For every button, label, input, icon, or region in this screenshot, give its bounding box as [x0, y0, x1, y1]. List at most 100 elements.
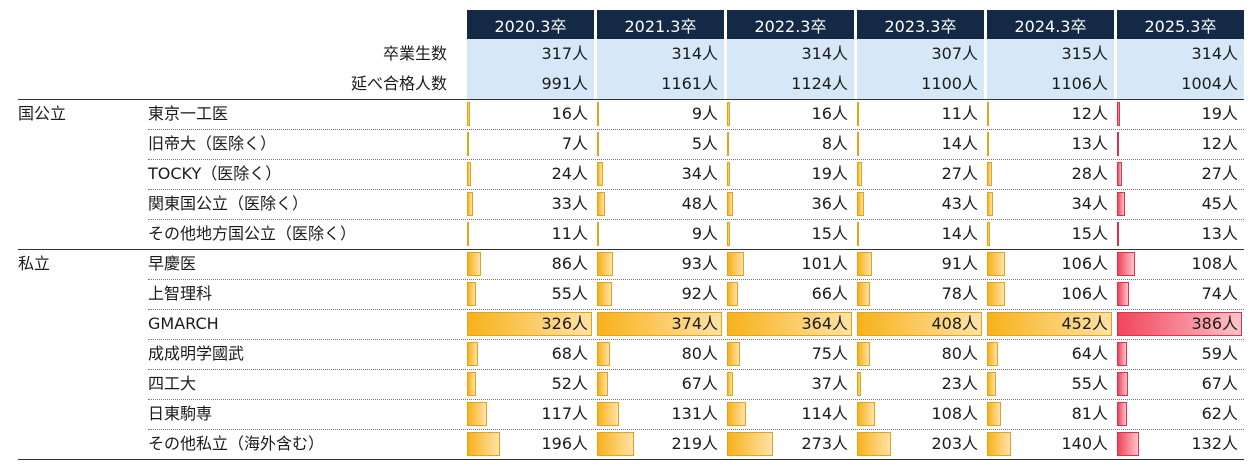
bar-gold	[727, 402, 746, 426]
value-label: 203人	[931, 434, 978, 453]
value-label: 27人	[1201, 164, 1238, 183]
value-label: 13人	[1071, 134, 1108, 153]
bar-red	[1117, 102, 1120, 126]
bar-red	[1117, 312, 1242, 336]
bar-gold	[467, 162, 471, 186]
value-label: 452人	[1061, 314, 1108, 333]
bar-red	[1117, 402, 1127, 426]
bar-gold	[467, 282, 476, 306]
value-label: 13人	[1201, 224, 1238, 243]
value-label: 131人	[671, 404, 718, 423]
summary-value: 314人	[597, 39, 724, 69]
value-label: 101人	[801, 254, 848, 273]
value-label: 140人	[1061, 434, 1108, 453]
bar-gold	[857, 132, 859, 156]
group-divider	[18, 99, 1244, 100]
year-header: 2024.3卒	[987, 10, 1114, 39]
value-label: 108人	[1191, 254, 1238, 273]
bar-gold	[597, 402, 619, 426]
value-label: 386人	[1191, 314, 1238, 333]
value-label: 364人	[801, 314, 848, 333]
bar-gold	[467, 372, 476, 396]
column-gap	[984, 39, 987, 99]
summary-value: 1100人	[857, 69, 984, 99]
group-label: 私立	[18, 254, 51, 273]
bar-gold	[857, 222, 859, 246]
value-label: 78人	[941, 284, 978, 303]
row-label: 東京一工医	[148, 104, 229, 123]
summary-value: 1124人	[727, 69, 854, 99]
bar-gold	[987, 192, 993, 216]
bar-gold	[727, 192, 733, 216]
bar-gold	[857, 432, 891, 456]
value-label: 81人	[1071, 404, 1108, 423]
value-label: 114人	[801, 404, 848, 423]
value-label: 59人	[1201, 344, 1238, 363]
value-label: 45人	[1201, 194, 1238, 213]
bar-gold	[467, 102, 470, 126]
bar-gold	[597, 312, 722, 336]
value-label: 37人	[811, 374, 848, 393]
value-label: 75人	[811, 344, 848, 363]
summary-value: 314人	[727, 39, 854, 69]
value-label: 374人	[671, 314, 718, 333]
row-divider	[148, 129, 1244, 130]
bar-gold	[467, 192, 473, 216]
row-label: その他地方国公立（医除く）	[148, 224, 357, 243]
bar-gold	[857, 402, 875, 426]
bar-gold	[857, 282, 870, 306]
bar-gold	[467, 252, 481, 276]
summary-value: 1161人	[597, 69, 724, 99]
row-divider	[148, 369, 1244, 370]
value-label: 16人	[811, 104, 848, 123]
row-label: 関東国公立（医除く）	[148, 194, 309, 213]
value-label: 106人	[1061, 284, 1108, 303]
value-label: 86人	[551, 254, 588, 273]
value-label: 93人	[681, 254, 718, 273]
value-label: 11人	[941, 104, 978, 123]
year-header: 2023.3卒	[857, 10, 984, 39]
row-label: 成成明学國武	[148, 344, 245, 363]
value-label: 24人	[551, 164, 588, 183]
bar-red	[1117, 192, 1125, 216]
value-label: 19人	[1201, 104, 1238, 123]
value-label: 7人	[561, 134, 588, 153]
value-label: 34人	[1071, 194, 1108, 213]
value-label: 74人	[1201, 284, 1238, 303]
row-divider	[148, 159, 1244, 160]
group-label: 国公立	[18, 104, 67, 123]
value-label: 14人	[941, 224, 978, 243]
value-label: 62人	[1201, 404, 1238, 423]
value-label: 8人	[821, 134, 848, 153]
value-label: 91人	[941, 254, 978, 273]
summary-value: 315人	[987, 39, 1114, 69]
bar-gold	[597, 342, 610, 366]
bar-gold	[727, 132, 729, 156]
summary-label: 延べ合格人数	[350, 74, 447, 93]
bar-gold	[597, 132, 599, 156]
bar-gold	[727, 372, 733, 396]
row-divider	[148, 399, 1244, 400]
value-label: 80人	[941, 344, 978, 363]
bar-red	[1117, 132, 1119, 156]
row-label: 早慶医	[148, 254, 197, 273]
value-label: 80人	[681, 344, 718, 363]
value-label: 92人	[681, 284, 718, 303]
bar-gold	[727, 252, 744, 276]
bar-red	[1117, 372, 1128, 396]
row-divider	[148, 309, 1244, 310]
bar-gold	[987, 372, 996, 396]
bar-gold	[987, 222, 990, 246]
bar-red	[1117, 222, 1119, 246]
value-label: 34人	[681, 164, 718, 183]
year-header: 2020.3卒	[467, 10, 594, 39]
bar-gold	[987, 102, 989, 126]
value-label: 219人	[671, 434, 718, 453]
value-label: 64人	[1071, 344, 1108, 363]
value-label: 36人	[811, 194, 848, 213]
row-label: その他私立（海外含む）	[148, 434, 325, 453]
bar-gold	[857, 252, 872, 276]
bar-gold	[467, 132, 469, 156]
value-label: 273人	[801, 434, 848, 453]
